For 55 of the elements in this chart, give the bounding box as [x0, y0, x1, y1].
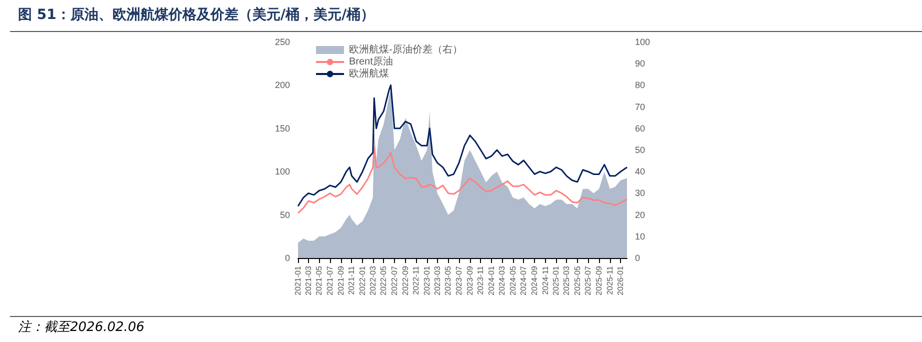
x-tick-label: 2025-11 [605, 265, 614, 295]
x-tick-label: 2025-07 [584, 265, 593, 296]
y2-tick-label: 0 [635, 253, 640, 263]
y2-tick-label: 10 [635, 231, 646, 242]
y-tick-label: 100 [274, 166, 290, 177]
y-tick-label: 50 [280, 210, 290, 220]
chart-title: 图 51：原油、欧洲航煤价格及价差（美元/桶，美元/桶） [18, 6, 375, 24]
legend-label: Brent原油 [349, 56, 393, 68]
legend-label: 欧洲航煤 [349, 68, 389, 80]
x-tick-label: 2023-07 [454, 265, 464, 296]
y2-tick-label: 30 [635, 188, 646, 198]
line-series [297, 84, 628, 207]
y2-tick-label: 40 [635, 166, 646, 177]
x-tick-label: 2023-05 [444, 265, 453, 296]
x-tick-label: 2022-11 [412, 265, 421, 295]
x-tick-label: 2025-05 [572, 265, 582, 296]
y-tick-label: 200 [274, 80, 290, 90]
y2-tick-label: 80 [635, 80, 646, 90]
x-tick-label: 2021-11 [347, 265, 356, 295]
x-tick-label: 2024-11 [540, 265, 550, 295]
x-tick-label: 2025-01 [552, 265, 561, 296]
y2-tick-label: 90 [635, 58, 646, 69]
line-series [297, 146, 628, 214]
x-tick-label: 2021-05 [314, 265, 324, 296]
y2-tick-label: 60 [635, 123, 646, 134]
x-tick-label: 2022-05 [379, 265, 388, 296]
x-tick-label: 2024-05 [508, 265, 518, 296]
x-tick-label: 2026-01 [616, 265, 626, 296]
x-tick-label: 2025-03 [562, 265, 572, 296]
x-tick-label: 2023-09 [465, 265, 474, 296]
x-tick-label: 2021-01 [294, 265, 302, 296]
y-tick-label: 0 [284, 253, 290, 263]
y-tick-label: 150 [274, 123, 290, 134]
legend-label: 欧洲航煤-原油价差（右） [349, 44, 462, 56]
y2-tick-label: 50 [635, 145, 646, 155]
x-tick-label: 2023-11 [476, 265, 486, 295]
x-tick-label: 2024-01 [486, 265, 496, 296]
y2-tick-label: 100 [635, 37, 650, 47]
x-tick-label: 2022-09 [400, 265, 410, 296]
x-tick-label: 2023-03 [432, 265, 442, 296]
x-tick-label: 2025-09 [594, 265, 604, 296]
x-tick-label: 2024-03 [498, 265, 507, 296]
y2-tick-label: 20 [635, 210, 646, 220]
x-tick-label: 2021-03 [304, 265, 313, 296]
x-tick-label: 2021-09 [336, 265, 346, 296]
text: 注：截至2026.02.06 [18, 319, 144, 336]
x-tick-label: 2021-07 [325, 265, 334, 296]
x-tick-label: 2023-01 [422, 265, 432, 296]
x-tick-label: 2022-03 [368, 265, 378, 296]
x-tick-label: 2022-07 [390, 265, 399, 296]
y2-tick-label: 70 [635, 102, 646, 112]
x-tick-label: 2022-01 [358, 265, 367, 296]
x-tick-label: 2024-09 [530, 265, 540, 296]
y-tick-label: 250 [274, 37, 290, 47]
x-tick-label: 2024-07 [519, 265, 528, 296]
